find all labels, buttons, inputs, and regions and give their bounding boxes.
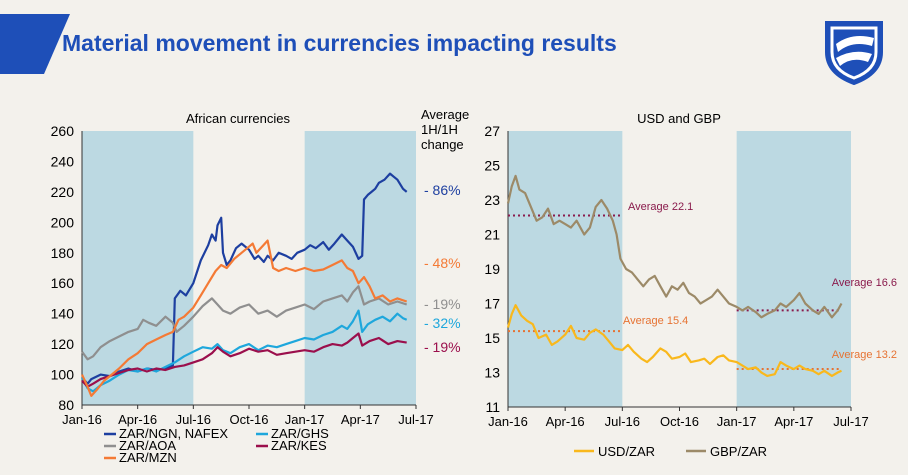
legend-label: ZAR/KES <box>271 438 327 453</box>
series-line-zar-kes <box>81 332 407 388</box>
shaded-period-0 <box>82 131 194 405</box>
x-tick-label: Jan-16 <box>62 412 102 427</box>
y-tick-label: 200 <box>51 214 75 230</box>
change-label-ghs: - 32% <box>424 315 461 331</box>
x-tick-label: Jul-16 <box>176 412 211 427</box>
change-label-kes: - 19% <box>424 339 461 355</box>
x-tick-label: Jan-17 <box>285 412 325 427</box>
y-tick-label: 220 <box>51 184 75 200</box>
shaded-period-1 <box>304 131 416 405</box>
left-chart-title: African currencies <box>186 111 291 126</box>
page-title: Material movement in currencies impactin… <box>62 30 617 56</box>
left-legend: ZAR/NGN, NAFEX ZAR/GHS ZAR/AOA ZAR/KES ZAR/M… <box>104 426 329 465</box>
series-line-zar-ghs <box>81 309 408 393</box>
left-series-lines <box>81 172 408 397</box>
y-tick-label: 180 <box>51 245 75 261</box>
legend-label: ZAR/AOA <box>119 438 176 453</box>
y-tick-label: 260 <box>51 123 75 139</box>
y-tick-label: 100 <box>51 367 75 383</box>
y-tick-label: 160 <box>51 275 75 291</box>
y-tick-label: 140 <box>51 306 75 322</box>
y-tick-label: 120 <box>51 336 75 352</box>
side-header-line1: Average <box>421 107 469 122</box>
x-tick-label: Apr-17 <box>341 412 380 427</box>
legend-label: ZAR/NGN, NAFEX <box>119 426 228 441</box>
series-line-zar-mzn <box>81 239 408 397</box>
side-header-line2: 1H/1H <box>421 122 458 137</box>
side-header-line3: change <box>421 137 464 152</box>
bank-shield-logo <box>825 21 883 86</box>
title-accent-bar <box>0 14 44 74</box>
series-line-zar-aoa <box>81 285 408 361</box>
y-tick-label: 80 <box>58 397 74 413</box>
legend-label: ZAR/GHS <box>271 426 329 441</box>
left-shaded-periods <box>82 131 416 405</box>
x-tick-label: Oct-16 <box>229 412 268 427</box>
left-change-labels: - 86% - 32% - 19% - 19% - 48% <box>424 182 461 355</box>
change-label-aoa: - 19% <box>424 296 461 312</box>
y-tick-label: 240 <box>51 153 75 169</box>
legend-label: ZAR/MZN <box>119 450 177 465</box>
title-accent-slant <box>44 14 70 74</box>
x-tick-label: Apr-16 <box>118 412 157 427</box>
x-tick-label: Jul-17 <box>398 412 433 427</box>
change-label-mzn: - 48% <box>424 255 461 271</box>
left-axes: 80 100 120 140 160 180 200 220 240 260 Jan-16 Apr-1… <box>51 123 434 427</box>
change-label-ngn: - 86% <box>424 182 461 198</box>
